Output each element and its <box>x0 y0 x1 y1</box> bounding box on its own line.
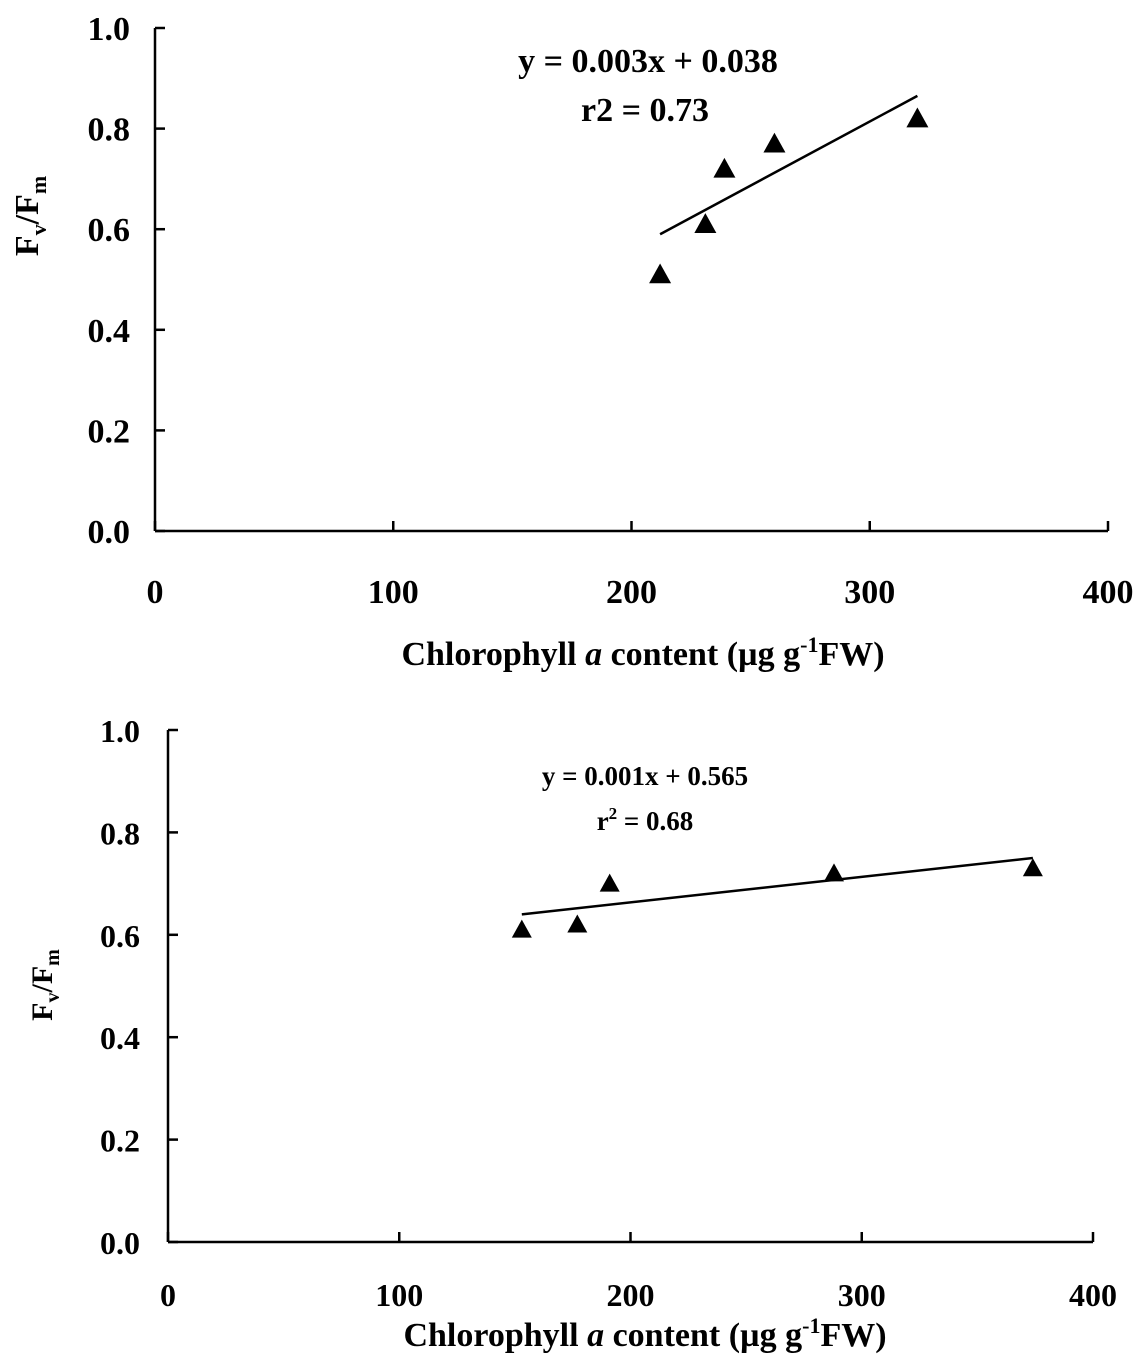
x-tick-label: 200 <box>607 1277 655 1313</box>
y-tick-label: 0.8 <box>88 112 131 149</box>
data-point-triangle <box>649 263 672 284</box>
data-point-triangle <box>567 914 588 933</box>
x-tick-label: 200 <box>606 574 657 611</box>
data-point-triangle <box>1022 858 1043 877</box>
data-point-triangle <box>906 107 929 128</box>
y-tick-label: 0.4 <box>88 313 131 350</box>
chart-2-points <box>511 858 1043 938</box>
y-tick-label: 0.0 <box>100 1225 140 1261</box>
x-tick-label: 0 <box>147 574 164 611</box>
chart-1-y-axis-label: Fv/Fm <box>9 176 51 256</box>
y-tick-label: 0.8 <box>100 815 140 851</box>
data-point-triangle <box>824 863 844 882</box>
x-tick-label: 400 <box>1083 574 1134 611</box>
chart-2-r2: r2 = 0.68 <box>597 804 694 836</box>
y-tick-label: 1.0 <box>88 11 131 48</box>
data-point-triangle <box>713 157 736 178</box>
x-tick-label: 0 <box>160 1277 176 1313</box>
y-tick-label: 0.0 <box>88 514 131 551</box>
y-tick-label: 0.2 <box>100 1123 140 1159</box>
y-tick-label: 0.4 <box>100 1020 140 1056</box>
chart-2-trendline <box>521 856 1034 916</box>
chart-1-x-axis-label: Chlorophyll a content (µg g-1FW) <box>401 632 884 673</box>
chart-2-ticks: 0.0 0.2 0.4 0.6 0.8 1.0 0 100 200 300 400 <box>100 713 1117 1313</box>
x-tick-label: 400 <box>1069 1277 1117 1313</box>
chart-2-x-axis-label: Chlorophyll a content (µg g-1FW) <box>403 1313 886 1354</box>
x-tick-label: 100 <box>375 1277 423 1313</box>
x-tick-label: 300 <box>844 574 895 611</box>
chart-1: 0.0 0.2 0.4 0.6 0.8 1.0 0 100 200 300 400 y = 0.00… <box>9 11 1134 673</box>
data-point-triangle <box>599 873 620 892</box>
y-tick-label: 1.0 <box>100 713 140 749</box>
trendline <box>521 856 1034 916</box>
data-point-triangle <box>763 132 786 153</box>
y-tick-label: 0.6 <box>100 918 140 954</box>
chart-1-trendline <box>659 94 918 236</box>
chart-2-y-axis-label: Fv/Fm <box>26 949 64 1021</box>
trendline <box>659 94 918 236</box>
chart-1-points <box>649 107 929 284</box>
y-tick-label: 0.6 <box>88 212 131 249</box>
chart-2-equation: y = 0.001x + 0.565 <box>542 761 748 791</box>
y-tick-label: 0.2 <box>88 413 131 450</box>
chart-2: 0.0 0.2 0.4 0.6 0.8 1.0 0 100 200 300 400 y = 0.00… <box>26 713 1117 1354</box>
chart-1-equation: y = 0.003x + 0.038 <box>518 43 778 80</box>
x-tick-label: 100 <box>368 574 419 611</box>
data-point-triangle <box>511 919 532 938</box>
chart-1-ticks: 0.0 0.2 0.4 0.6 0.8 1.0 0 100 200 300 400 <box>88 11 1134 611</box>
data-point-triangle <box>694 213 717 233</box>
chart-1-r2: r2 = 0.73 <box>581 92 709 129</box>
x-tick-label: 300 <box>838 1277 886 1313</box>
